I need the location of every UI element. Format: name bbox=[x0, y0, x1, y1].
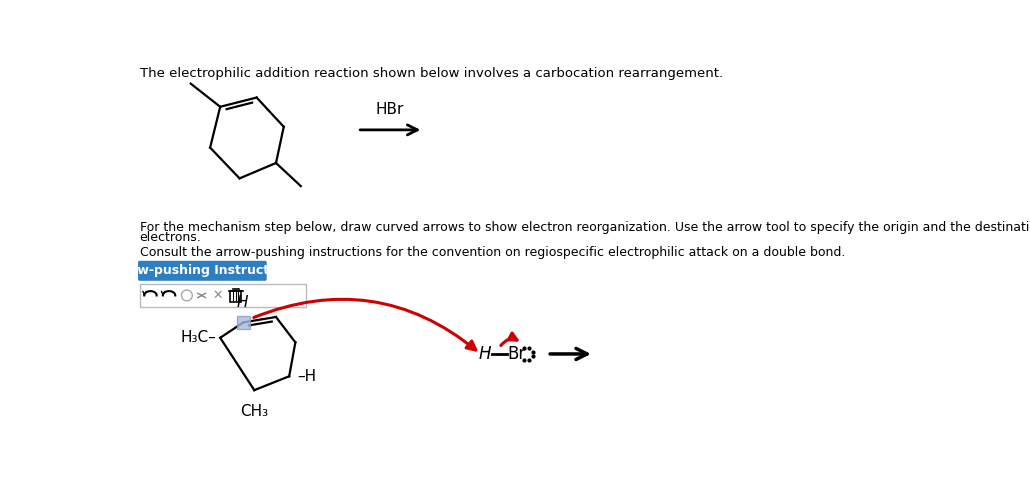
Text: The electrophilic addition reaction shown below involves a carbocation rearrange: The electrophilic addition reaction show… bbox=[140, 67, 723, 80]
Text: H: H bbox=[479, 345, 491, 363]
FancyBboxPatch shape bbox=[237, 316, 249, 329]
FancyArrowPatch shape bbox=[253, 299, 476, 350]
FancyBboxPatch shape bbox=[231, 291, 241, 302]
Text: For the mechanism step below, draw curved arrows to show electron reorganization: For the mechanism step below, draw curve… bbox=[140, 221, 1030, 234]
Text: Br: Br bbox=[507, 345, 525, 363]
Text: H: H bbox=[236, 295, 247, 310]
Text: Arrow-pushing Instructions: Arrow-pushing Instructions bbox=[107, 264, 298, 277]
Text: –H: –H bbox=[297, 369, 316, 384]
Text: ✕: ✕ bbox=[212, 289, 224, 302]
Text: CH₃: CH₃ bbox=[240, 404, 269, 419]
FancyBboxPatch shape bbox=[140, 284, 306, 307]
Text: Consult the arrow-pushing instructions for the convention on regiospecific elect: Consult the arrow-pushing instructions f… bbox=[140, 246, 845, 259]
Text: electrons.: electrons. bbox=[140, 231, 201, 244]
FancyBboxPatch shape bbox=[138, 261, 267, 281]
FancyArrowPatch shape bbox=[501, 333, 517, 345]
Text: HBr: HBr bbox=[376, 102, 404, 117]
Text: H₃C–: H₃C– bbox=[180, 330, 216, 345]
